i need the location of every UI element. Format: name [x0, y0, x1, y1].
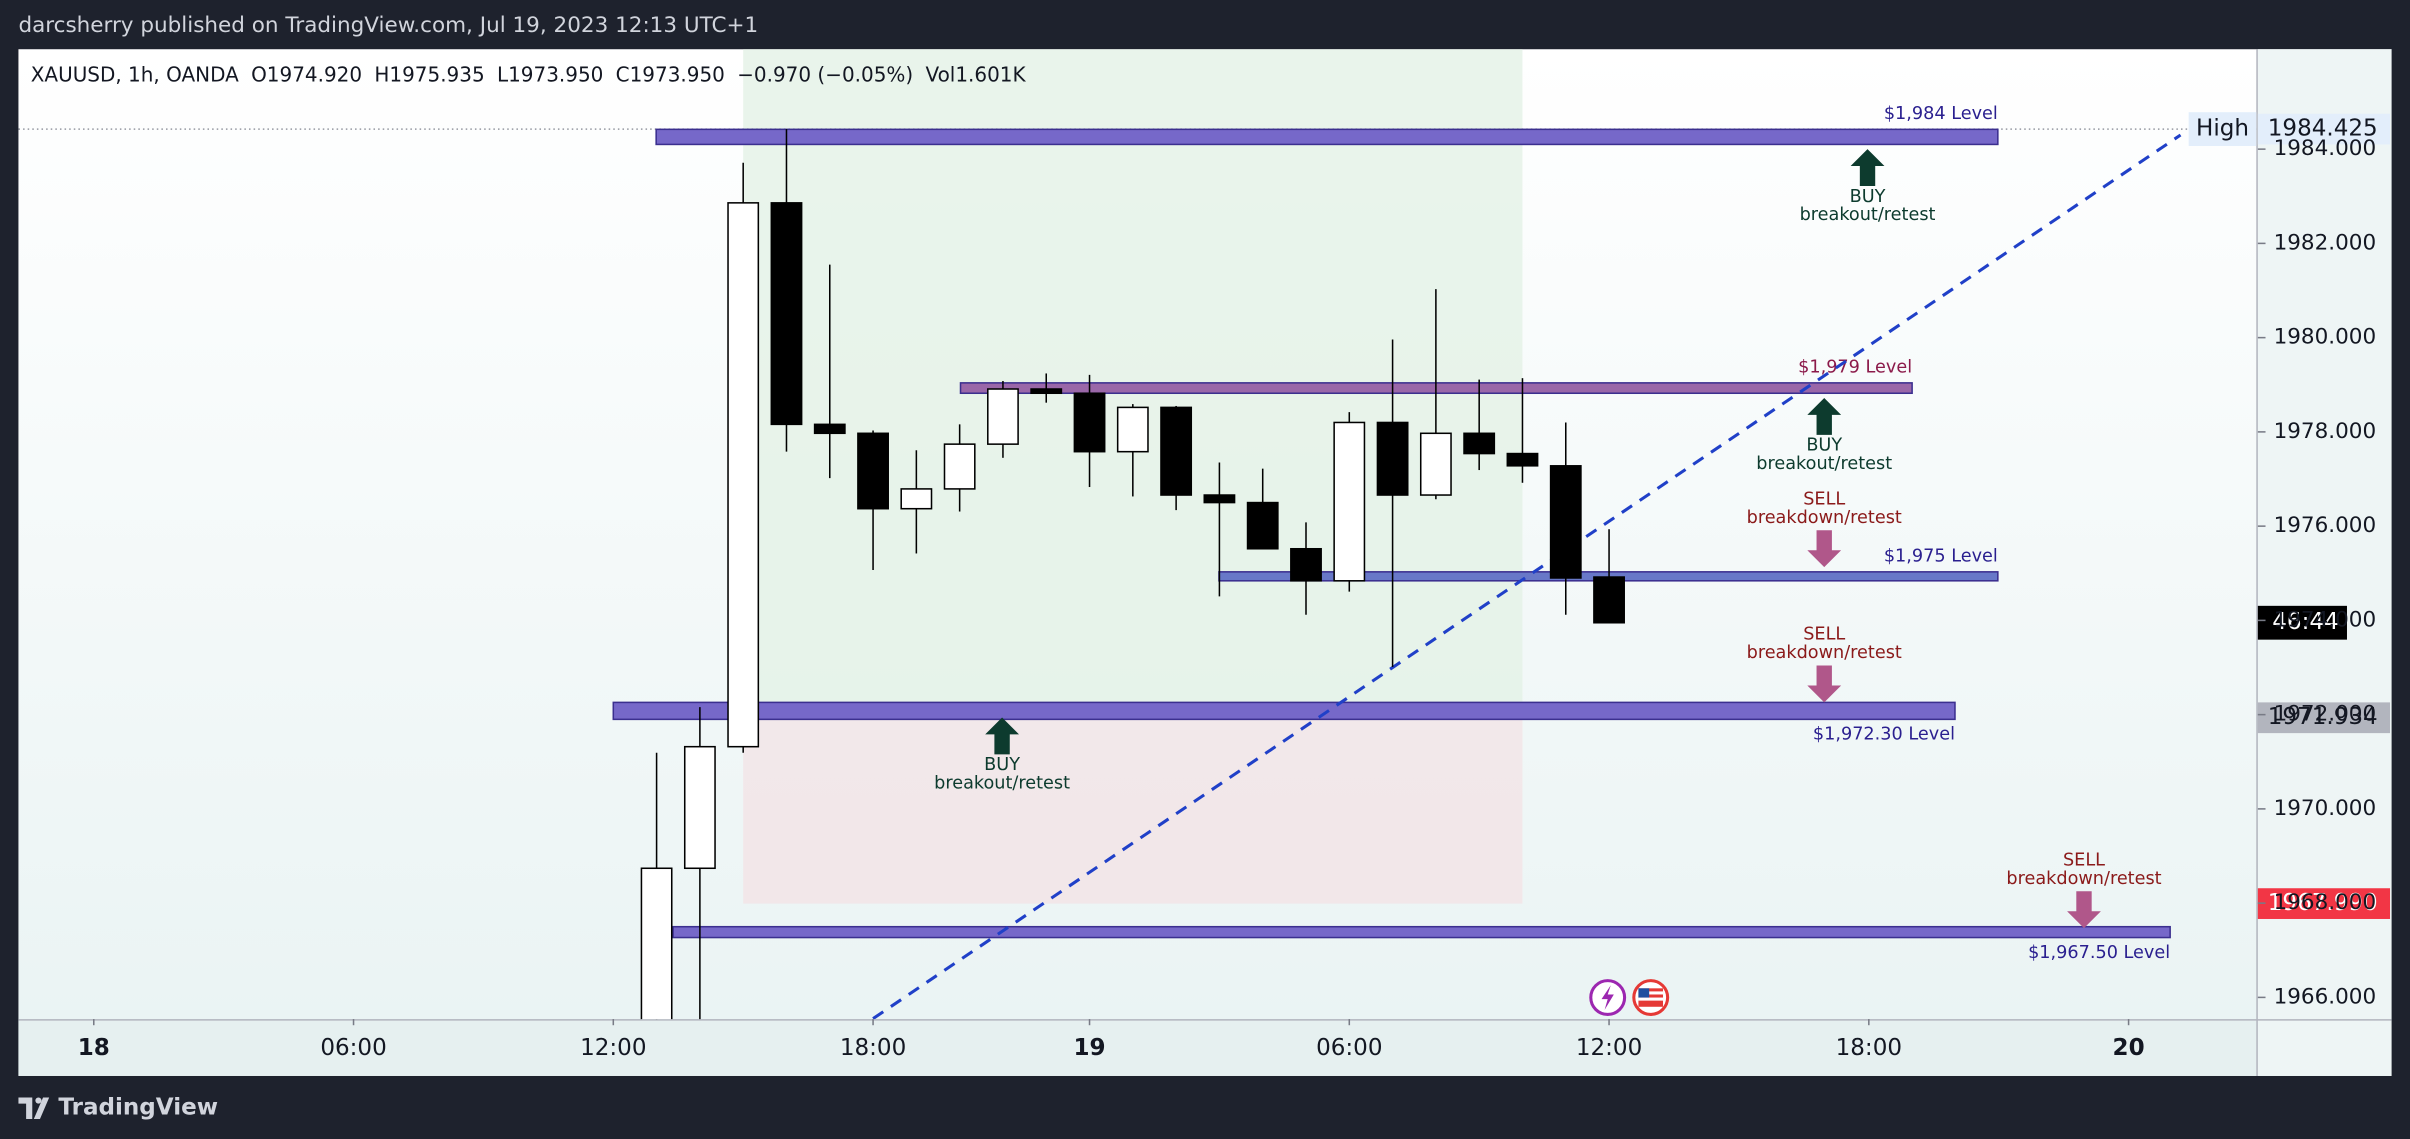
y-tick-label: 1976.000 — [2274, 513, 2377, 538]
signal-sub: breakdown/retest — [1747, 508, 1902, 528]
x-tick-label: 18:00 — [840, 1035, 906, 1061]
overlay: 1984.425 High 1971.934 1967.990 46:44 — [2188, 112, 2391, 919]
x-tick-label: 06:00 — [1316, 1035, 1382, 1061]
candle-body — [1116, 406, 1149, 453]
brand: TradingView — [58, 1095, 218, 1121]
y-tick-label: 1974.000 — [2274, 607, 2377, 632]
price-label: 1984.425 — [2268, 116, 2378, 142]
header-item: C1973.950 — [616, 62, 725, 86]
level-label: $1,972.30 Level — [1813, 725, 1955, 745]
signal-arrow — [1850, 149, 1885, 187]
candle-body — [1506, 452, 1539, 467]
candle-body — [1246, 501, 1279, 550]
price-tag: High — [2196, 116, 2249, 142]
candle-body — [1030, 388, 1063, 395]
candle-body — [1419, 432, 1452, 496]
signal-arrow — [985, 717, 1019, 755]
candle-body — [1073, 392, 1106, 453]
signal-arrow — [1807, 397, 1842, 435]
signal-label: BUY — [984, 755, 1020, 775]
y-tick-label: 1970.000 — [2274, 796, 2377, 821]
signal-label: BUY — [1806, 436, 1842, 456]
price-label: 1967.990 — [2268, 890, 2378, 916]
level-band — [672, 925, 2171, 939]
price-tag-bg — [2188, 112, 2257, 147]
candle-body — [727, 202, 760, 748]
y-tick-label: 1980.000 — [2274, 325, 2377, 350]
price-label-bg — [2257, 113, 2391, 145]
candle-body — [1463, 432, 1496, 455]
signal-sub: breakout/retest — [934, 774, 1070, 794]
candle-body — [1376, 421, 1409, 496]
level-label: $1,984 Level — [1884, 104, 1998, 124]
plot-area: $1,984 Level $1,979 Level $1,975 Level $1,9… — [18, 49, 2257, 1020]
header-item: L1973.950 — [497, 62, 603, 86]
y-tick-label: 1984.000 — [2274, 136, 2377, 161]
trend-line — [872, 133, 2182, 1020]
candle-body — [943, 443, 976, 490]
signal-sub: breakdown/retest — [2006, 869, 2161, 889]
header-item: O1974.920 — [251, 62, 362, 86]
signal-arrow — [2067, 891, 2101, 929]
x-tick-label: 20 — [2113, 1035, 2145, 1061]
publish-info: darcsherry published on TradingView.com,… — [18, 13, 758, 38]
candle-body — [683, 745, 716, 870]
price-axis — [2257, 49, 2392, 1076]
brand-logo — [18, 1097, 50, 1119]
candle-body — [1333, 421, 1366, 582]
candle-body — [987, 388, 1019, 445]
signal-arrow — [1807, 665, 1842, 703]
signal-arrow — [1807, 530, 1842, 568]
x-tick-label: 06:00 — [320, 1035, 386, 1061]
x-tick-label: 18:00 — [1836, 1035, 1902, 1061]
x-tick-label: 12:00 — [1576, 1035, 1642, 1061]
signal-label: SELL — [2063, 850, 2105, 870]
y-tick-label: 1978.000 — [2274, 419, 2377, 444]
level-label: $1,975 Level — [1884, 546, 1998, 566]
header-item: XAUUSD, 1h, OANDA — [31, 62, 239, 86]
y-tick-label: 1972.000 — [2274, 702, 2377, 727]
level-label: $1,967.50 Level — [2028, 943, 2170, 963]
candle-body — [1160, 406, 1193, 496]
time-axis — [18, 1019, 2257, 1076]
countdown-bg — [2257, 605, 2347, 640]
candle-body — [857, 432, 889, 510]
signal-sub: breakout/retest — [1756, 454, 1892, 474]
y-tick-label: 1968.000 — [2274, 890, 2377, 915]
header-item: −0.970 (−0.05%) — [737, 62, 913, 86]
price-label: 1971.934 — [2268, 704, 2378, 730]
header-item: Vol1.601K — [925, 62, 1026, 86]
signal-sub: breakout/retest — [1800, 205, 1936, 225]
candle-body — [900, 488, 933, 510]
position-loss — [743, 717, 1523, 904]
candle-body — [813, 423, 846, 435]
countdown: 46:44 — [2272, 609, 2338, 635]
candle-body — [1290, 547, 1322, 582]
header-item: H1975.935 — [374, 62, 484, 86]
signal-sub: breakdown/retest — [1747, 643, 1902, 663]
signal-label: SELL — [1803, 625, 1845, 645]
candle-body — [640, 867, 673, 1020]
x-tick-label: 18 — [78, 1035, 110, 1061]
position-profit — [743, 49, 1523, 718]
level-label: $1,979 Level — [1798, 358, 1912, 378]
price-label-bg — [2257, 702, 2391, 734]
event-icons — [1589, 979, 1670, 1016]
candle-body — [770, 202, 803, 426]
candle-body — [1549, 465, 1582, 579]
candle-body — [1593, 576, 1625, 624]
legend-header: XAUUSD, 1h, OANDA O1974.920 H1975.935 L1973… — [31, 62, 1027, 86]
y-tick-label: 1966.000 — [2274, 984, 2377, 1009]
y-tick-label: 1982.000 — [2274, 230, 2377, 255]
level-band — [612, 701, 1956, 721]
x-tick-label: 19 — [1073, 1035, 1105, 1061]
price-label-bg — [2257, 888, 2391, 919]
x-tick-label: 12:00 — [580, 1035, 646, 1061]
signal-label: BUY — [1850, 187, 1886, 207]
candle-body — [1203, 494, 1236, 504]
level-band — [655, 128, 1999, 146]
signal-label: SELL — [1803, 490, 1845, 510]
